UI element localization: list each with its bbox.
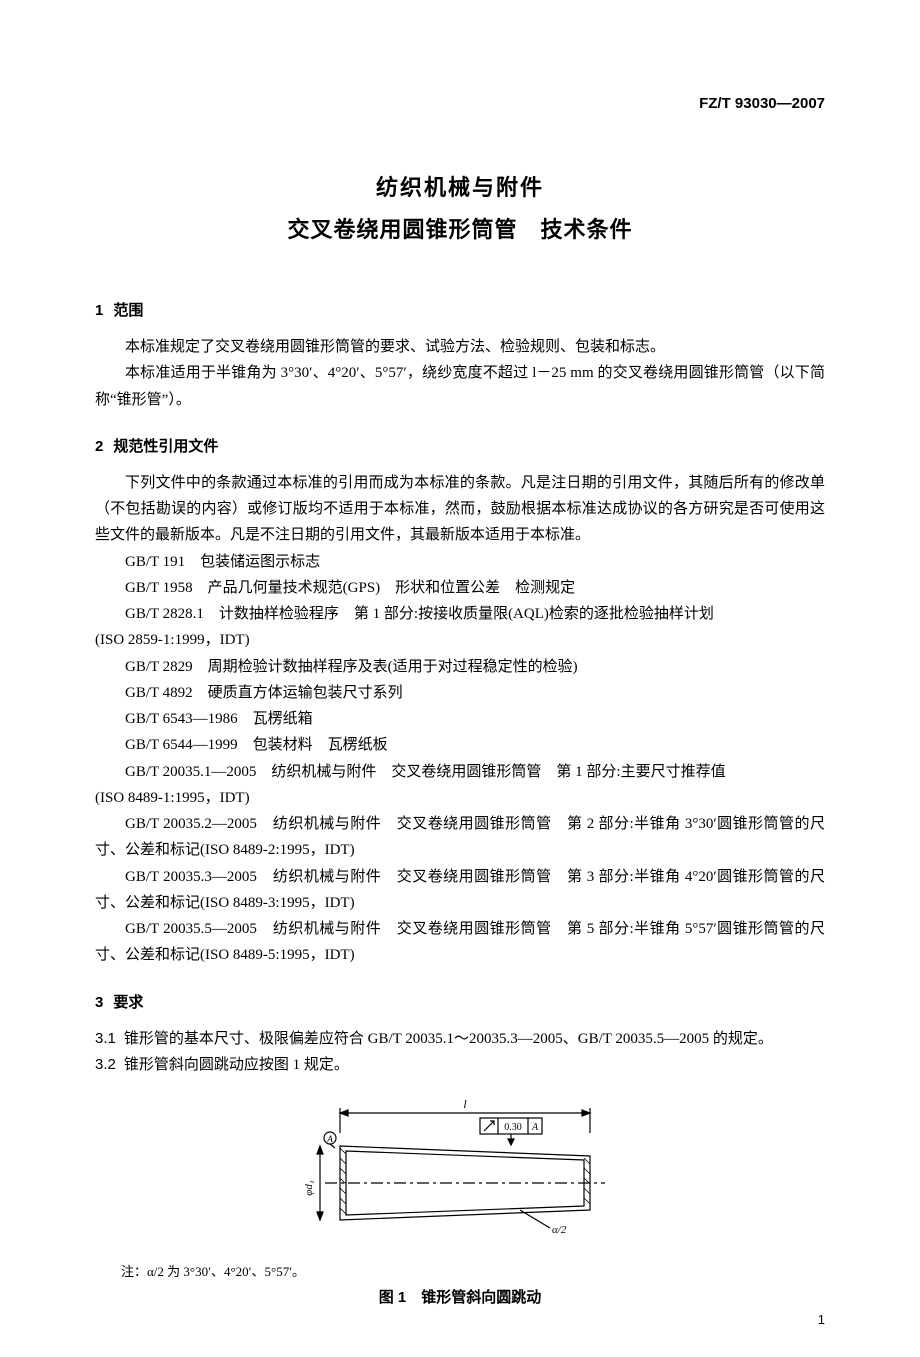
s1-para-1: 本标准规定了交叉卷绕用圆锥形筒管的要求、试验方法、检验规则、包装和标志。 [95,334,825,360]
section-2-heading: 2 规范性引用文件 [95,435,825,456]
ref-gb20035-3: GB/T 20035.3—2005 纺织机械与附件 交叉卷绕用圆锥形筒管 第 3… [95,864,825,917]
page: FZ/T 93030—2007 纺织机械与附件 交叉卷绕用圆锥形筒管 技术条件 … [0,0,920,1357]
section-1-heading: 1 范围 [95,299,825,320]
title-line-2: 交叉卷绕用圆锥形筒管 技术条件 [95,212,825,244]
title-line-1: 纺织机械与附件 [95,170,825,202]
document-id: FZ/T 93030—2007 [699,95,825,112]
section-3-heading: 3 要求 [95,991,825,1012]
ref-gb6543: GB/T 6543—1986 瓦楞纸箱 [95,706,825,732]
clause-3-2-text: 锥形管斜向圆跳动应按图 1 规定。 [124,1057,349,1073]
ref-gb20035-1: GB/T 20035.1—2005 纺织机械与附件 交叉卷绕用圆锥形筒管 第 1… [95,759,825,785]
section-1-title: 范围 [113,302,143,319]
ref-gb1958: GB/T 1958 产品几何量技术规范(GPS) 形状和位置公差 检测规定 [95,575,825,601]
clause-3-1-num: 3.1 [95,1030,116,1047]
ref-gb6544: GB/T 6544—1999 包装材料 瓦楞纸板 [95,732,825,758]
figure-1-note: 注：α/2 为 3°30′、4°20′、5°57′。 [95,1261,825,1280]
clause-3-1: 3.1 锥形管的基本尺寸、极限偏差应符合 GB/T 20035.1～20035.3… [95,1026,825,1052]
section-2-number: 2 [95,438,103,455]
fig-tolerance-value: 0.30 [504,1122,522,1133]
ref-gb2829: GB/T 2829 周期检验计数抽样程序及表(适用于对过程稳定性的检验) [95,654,825,680]
ref-gb191: GB/T 191 包装储运图示标志 [95,549,825,575]
s1-para-2: 本标准适用于半锥角为 3°30′、4°20′、5°57′，绕纱宽度不超过 l－2… [95,360,825,413]
title-block: 纺织机械与附件 交叉卷绕用圆锥形筒管 技术条件 [95,170,825,244]
fig-label-l: l [463,1098,467,1111]
svg-text:A: A [326,1134,333,1144]
ref-gb2828-1-iso: (ISO 2859-1:1999，IDT) [95,627,825,653]
section-3-number: 3 [95,994,103,1011]
section-1-number: 1 [95,302,103,319]
s2-intro: 下列文件中的条款通过本标准的引用而成为本标准的条款。凡是注日期的引用文件，其随后… [95,470,825,549]
clause-3-2-num: 3.2 [95,1056,116,1073]
clause-3-2: 3.2 锥形管斜向圆跳动应按图 1 规定。 [95,1052,825,1078]
section-3-title: 要求 [113,994,143,1011]
fig-datum-ref: A [531,1122,539,1133]
figure-1-caption: 图 1 锥形管斜向圆跳动 [95,1286,825,1307]
ref-gb2828-1: GB/T 2828.1 计数抽样检验程序 第 1 部分:按接收质量限(AQL)检… [95,601,825,627]
ref-gb20035-1-iso: (ISO 8489-1:1995，IDT) [95,785,825,811]
clause-3-1-text: 锥形管的基本尺寸、极限偏差应符合 GB/T 20035.1～20035.3—20… [124,1031,773,1047]
fig-label-alpha: α/2 [552,1224,567,1236]
page-number: 1 [818,1312,825,1327]
figure-1-svg: l 0.30 A [290,1098,630,1248]
ref-gb4892: GB/T 4892 硬质直方体运输包装尺寸系列 [95,680,825,706]
figure-1: l 0.30 A [95,1098,825,1253]
section-2-title: 规范性引用文件 [113,438,218,455]
ref-gb20035-5: GB/T 20035.5—2005 纺织机械与附件 交叉卷绕用圆锥形筒管 第 5… [95,916,825,969]
fig-label-d1: φd₁ [303,1180,315,1196]
ref-gb20035-2: GB/T 20035.2—2005 纺织机械与附件 交叉卷绕用圆锥形筒管 第 2… [95,811,825,864]
